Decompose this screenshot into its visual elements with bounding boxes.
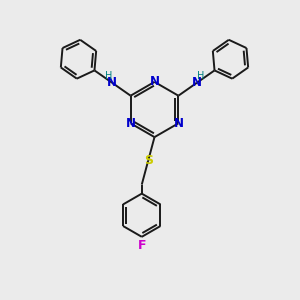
- Text: N: N: [173, 117, 183, 130]
- Text: H: H: [105, 71, 112, 81]
- Text: H: H: [197, 71, 204, 81]
- Text: N: N: [126, 117, 136, 130]
- Text: N: N: [192, 76, 202, 89]
- Text: S: S: [144, 154, 153, 167]
- Text: F: F: [137, 239, 146, 252]
- Text: N: N: [149, 75, 160, 88]
- Text: N: N: [107, 76, 117, 89]
